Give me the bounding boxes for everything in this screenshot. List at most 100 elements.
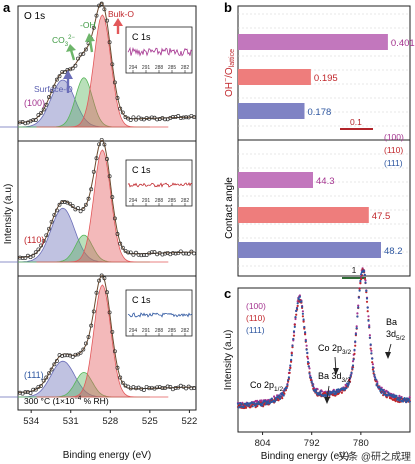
data-point bbox=[89, 323, 94, 328]
data-point bbox=[44, 102, 49, 107]
co3-arrow bbox=[69, 49, 76, 61]
data-point bbox=[78, 350, 83, 355]
trace-point bbox=[328, 394, 331, 397]
panel-b: b 0.401 0.195 0.178 44.3 47.5 48.2 OH−/Olatti… bbox=[223, 0, 415, 279]
data-point bbox=[23, 121, 28, 126]
data-point bbox=[60, 200, 65, 204]
trace-point bbox=[373, 373, 376, 376]
trace-point bbox=[283, 389, 286, 392]
data-point bbox=[110, 62, 115, 67]
trace-point bbox=[390, 397, 393, 400]
panel-c-legend-111: (111) bbox=[246, 325, 265, 335]
inset-c1s-111: C 1s 294 291 288 285 282 bbox=[125, 289, 193, 337]
oh-label: -OH bbox=[80, 20, 96, 30]
trace-point bbox=[293, 323, 296, 326]
trace-point bbox=[337, 390, 341, 393]
surface-o-label: Surface-O bbox=[34, 84, 73, 94]
data-point bbox=[170, 251, 175, 256]
data-point bbox=[81, 51, 86, 56]
data-point bbox=[147, 386, 152, 391]
data-point bbox=[20, 256, 25, 260]
inset-tick-label: 288 bbox=[155, 65, 164, 71]
trace-point bbox=[359, 282, 362, 285]
trace-point bbox=[368, 336, 371, 339]
trace-point bbox=[348, 376, 352, 379]
trace-point bbox=[294, 317, 297, 321]
data-point bbox=[76, 206, 80, 211]
bar-value-label: 0.195 bbox=[314, 73, 338, 84]
trace-point bbox=[293, 325, 296, 328]
data-point bbox=[91, 309, 96, 314]
data-point bbox=[83, 47, 88, 52]
trace-point bbox=[308, 367, 311, 370]
data-point bbox=[176, 385, 181, 390]
x-tick-label: 534 bbox=[23, 416, 39, 427]
trace-point bbox=[396, 396, 400, 399]
co2p12-label: Co 2p1/2 bbox=[250, 380, 283, 393]
trace-point bbox=[358, 287, 361, 290]
co2p32-arrowhead bbox=[333, 368, 339, 375]
data-point bbox=[178, 116, 183, 120]
data-point bbox=[139, 253, 144, 258]
data-point bbox=[73, 352, 78, 357]
data-point bbox=[192, 386, 196, 390]
data-point bbox=[97, 278, 102, 283]
data-point bbox=[91, 25, 96, 30]
inset-trace-111 bbox=[127, 312, 193, 318]
oh-arrow bbox=[88, 39, 94, 53]
panel-b-letter: b bbox=[224, 0, 232, 15]
data-point bbox=[170, 115, 175, 119]
trace-point bbox=[306, 351, 309, 354]
panel-c-traces bbox=[236, 267, 411, 410]
trace-point bbox=[371, 357, 374, 360]
trace-point bbox=[278, 397, 282, 400]
trace-point bbox=[352, 358, 355, 361]
trace-point bbox=[319, 390, 322, 393]
data-point bbox=[39, 383, 44, 388]
trace-point bbox=[305, 344, 308, 347]
data-point bbox=[128, 118, 133, 122]
panel-c-ylabel: Intensity (a.u) bbox=[223, 330, 234, 391]
trace-point bbox=[291, 344, 294, 347]
trace-point bbox=[370, 349, 373, 352]
trace-point bbox=[382, 389, 385, 392]
data-point bbox=[83, 341, 88, 346]
x-tick-label: 531 bbox=[63, 416, 79, 427]
trace-point bbox=[406, 399, 409, 402]
subpanel-100 bbox=[0, 1, 196, 128]
data-point bbox=[144, 116, 149, 121]
panel-a-title: O 1s bbox=[24, 11, 45, 22]
trace-point bbox=[356, 315, 359, 318]
trace-point bbox=[302, 320, 305, 323]
data-point bbox=[176, 114, 181, 118]
trace-point bbox=[358, 289, 361, 292]
bar-111 bbox=[238, 103, 305, 119]
data-point bbox=[31, 387, 36, 392]
panel-a-x-ticks: 534 531 528 525 522 bbox=[23, 410, 197, 427]
peak-bulk-o bbox=[36, 14, 169, 128]
data-point bbox=[44, 375, 49, 380]
trace-point bbox=[295, 309, 298, 312]
data-point bbox=[57, 74, 62, 79]
trace-point bbox=[353, 348, 356, 351]
data-point bbox=[105, 290, 109, 295]
trace-point bbox=[306, 362, 310, 365]
trace-point bbox=[408, 400, 411, 403]
trace-point bbox=[304, 339, 307, 342]
data-point bbox=[184, 251, 189, 256]
panel-a-frame bbox=[17, 5, 197, 411]
trace-point bbox=[368, 325, 371, 328]
trace-point bbox=[289, 364, 292, 367]
inset-frame-110 bbox=[125, 159, 193, 207]
trace-point bbox=[245, 404, 248, 407]
data-point bbox=[99, 1, 104, 6]
data-point bbox=[62, 353, 67, 358]
trace-point bbox=[348, 381, 351, 384]
data-point bbox=[120, 245, 125, 250]
trace-point bbox=[407, 398, 411, 401]
data-point bbox=[76, 56, 80, 61]
trace-point bbox=[253, 402, 256, 405]
data-point bbox=[139, 116, 144, 121]
trace-point bbox=[354, 344, 357, 347]
